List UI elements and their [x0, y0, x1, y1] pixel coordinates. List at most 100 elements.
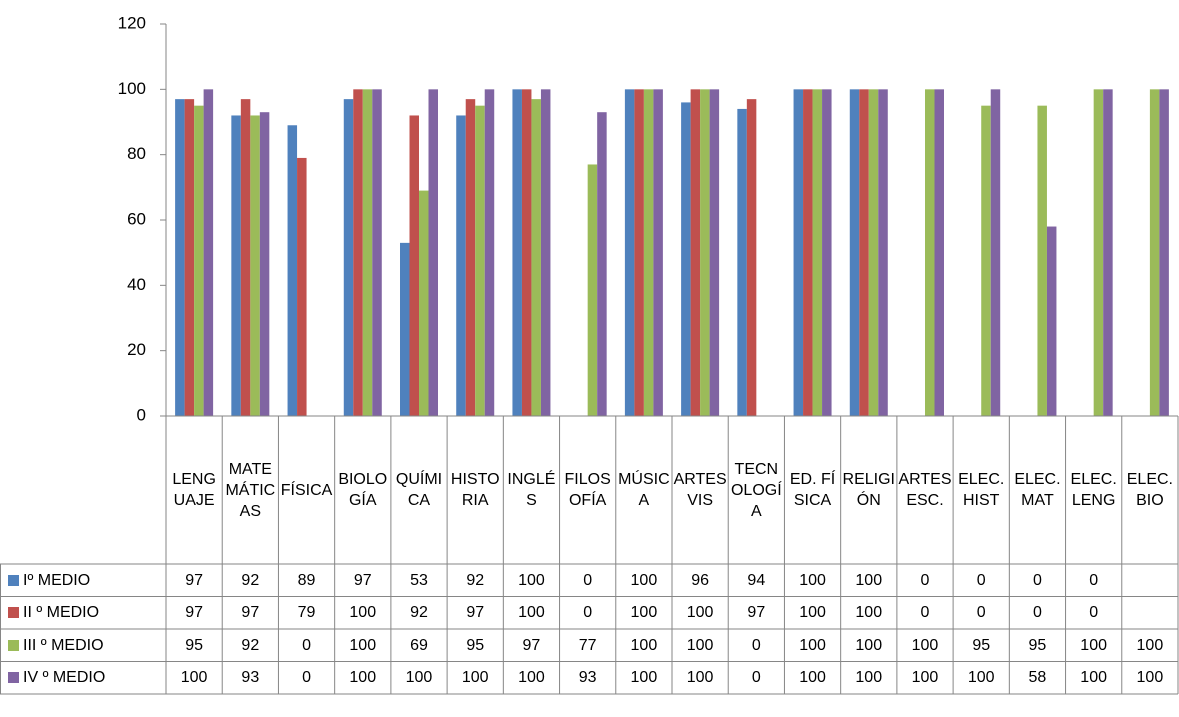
bar: [353, 89, 363, 416]
category-label: TECNOLOGÍA: [730, 460, 782, 520]
bar: [643, 89, 654, 416]
bar: [484, 89, 495, 416]
bar: [859, 89, 869, 416]
bar: [878, 89, 888, 416]
bar: [231, 115, 241, 416]
bar: [746, 99, 757, 416]
table-cell: 100: [349, 604, 377, 622]
bar: [624, 89, 635, 416]
table-cell: 100: [1080, 669, 1107, 687]
bar: [1093, 89, 1104, 416]
bar: [250, 115, 260, 416]
table-cell: 100: [349, 669, 377, 687]
category-label: LENGUAJE: [172, 471, 216, 509]
table-cell: 100: [855, 669, 883, 687]
bar: [634, 89, 644, 416]
table-cell: 100: [630, 604, 658, 622]
bar: [1037, 105, 1047, 417]
table-cell: 0: [583, 604, 593, 622]
table-cell: 58: [1028, 669, 1047, 687]
y-tick-label: 60: [127, 209, 146, 228]
bar: [521, 89, 532, 416]
table-cell: 92: [241, 571, 260, 589]
bar: [737, 108, 747, 416]
y-tick-label: 0: [137, 405, 146, 424]
bar: [203, 89, 214, 416]
bar: [184, 99, 195, 416]
table-cell: 100: [855, 604, 883, 622]
bar: [1046, 226, 1057, 416]
bar: [540, 89, 551, 416]
table-cell: 100: [799, 669, 826, 687]
bar: [409, 115, 419, 416]
legend-key: [8, 639, 19, 651]
table-cell: 95: [185, 636, 203, 654]
category-label: ED. FÍSICA: [789, 471, 836, 509]
bar: [287, 125, 298, 417]
y-tick-label: 120: [118, 13, 146, 32]
bar: [653, 89, 663, 416]
table-cell: 0: [920, 571, 930, 589]
category-label: FÍSICA: [280, 481, 333, 499]
legend-entry: IV º MEDIO: [0, 662, 166, 695]
bar: [1159, 89, 1169, 416]
table-cell: 0: [1032, 571, 1042, 589]
table-cell: 95: [466, 636, 485, 654]
bar: [690, 89, 701, 416]
y-tick-label: 40: [127, 275, 146, 294]
bar: [681, 102, 691, 417]
table-cell: 93: [241, 669, 260, 687]
bar: [343, 99, 354, 416]
table-cell: 100: [1136, 636, 1164, 654]
table-cell: 100: [405, 669, 433, 687]
table-cell: 100: [518, 604, 545, 622]
y-tick-label: 20: [127, 340, 146, 359]
table-cell: 53: [410, 571, 428, 589]
table-cell: 0: [302, 669, 311, 687]
bar: [868, 89, 879, 416]
table-cell: 0: [1032, 604, 1042, 622]
category-label: ARTES ESC.: [898, 471, 952, 509]
bar: [934, 89, 944, 416]
table-cell: 100: [686, 669, 714, 687]
bar: [803, 89, 813, 416]
table-cell: 96: [691, 571, 709, 589]
category-label: BIOLOGÍA: [338, 471, 388, 509]
bar: [419, 190, 429, 416]
table-cell: 97: [185, 571, 203, 589]
table-cell: 97: [747, 604, 766, 622]
bar: [849, 89, 860, 416]
category-label: ARTES VIS: [673, 471, 727, 509]
category-label: ELEC. BIO: [1126, 471, 1173, 509]
y-tick-label: 100: [118, 79, 146, 98]
category-label: ELEC. HIST: [958, 471, 1005, 509]
table-cell: 97: [522, 636, 541, 654]
table-cell: 97: [353, 571, 372, 589]
table-cell: 97: [241, 604, 260, 622]
table-cell: 0: [1089, 604, 1099, 622]
table-cell: 0: [583, 571, 593, 589]
bar: [400, 242, 410, 416]
table-cell: 0: [1089, 571, 1099, 589]
table-cell: 100: [855, 571, 883, 589]
table-cell: 92: [466, 571, 485, 589]
category-label: RELIGIÓN: [842, 471, 895, 509]
table-cell: 100: [518, 571, 545, 589]
bar: [531, 99, 541, 416]
table-cell: 100: [799, 571, 826, 589]
bar: [259, 112, 270, 416]
bar: [709, 89, 720, 416]
bar: [456, 115, 466, 416]
table-cell: 100: [518, 669, 545, 687]
table-cell: 97: [466, 604, 485, 622]
table-cell: 100: [855, 636, 883, 654]
legend-entry: III º MEDIO: [0, 629, 166, 662]
bar: [597, 112, 607, 416]
table-cell: 0: [976, 571, 986, 589]
table-cell: 100: [686, 604, 714, 622]
bar: [372, 89, 382, 416]
legend-label: II º MEDIO: [23, 604, 100, 622]
bar: [700, 89, 710, 416]
legend-key: [8, 574, 19, 586]
